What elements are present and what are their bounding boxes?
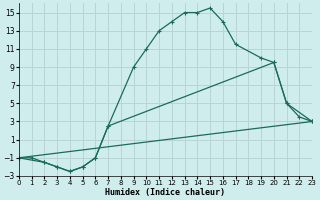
X-axis label: Humidex (Indice chaleur): Humidex (Indice chaleur): [106, 188, 226, 197]
